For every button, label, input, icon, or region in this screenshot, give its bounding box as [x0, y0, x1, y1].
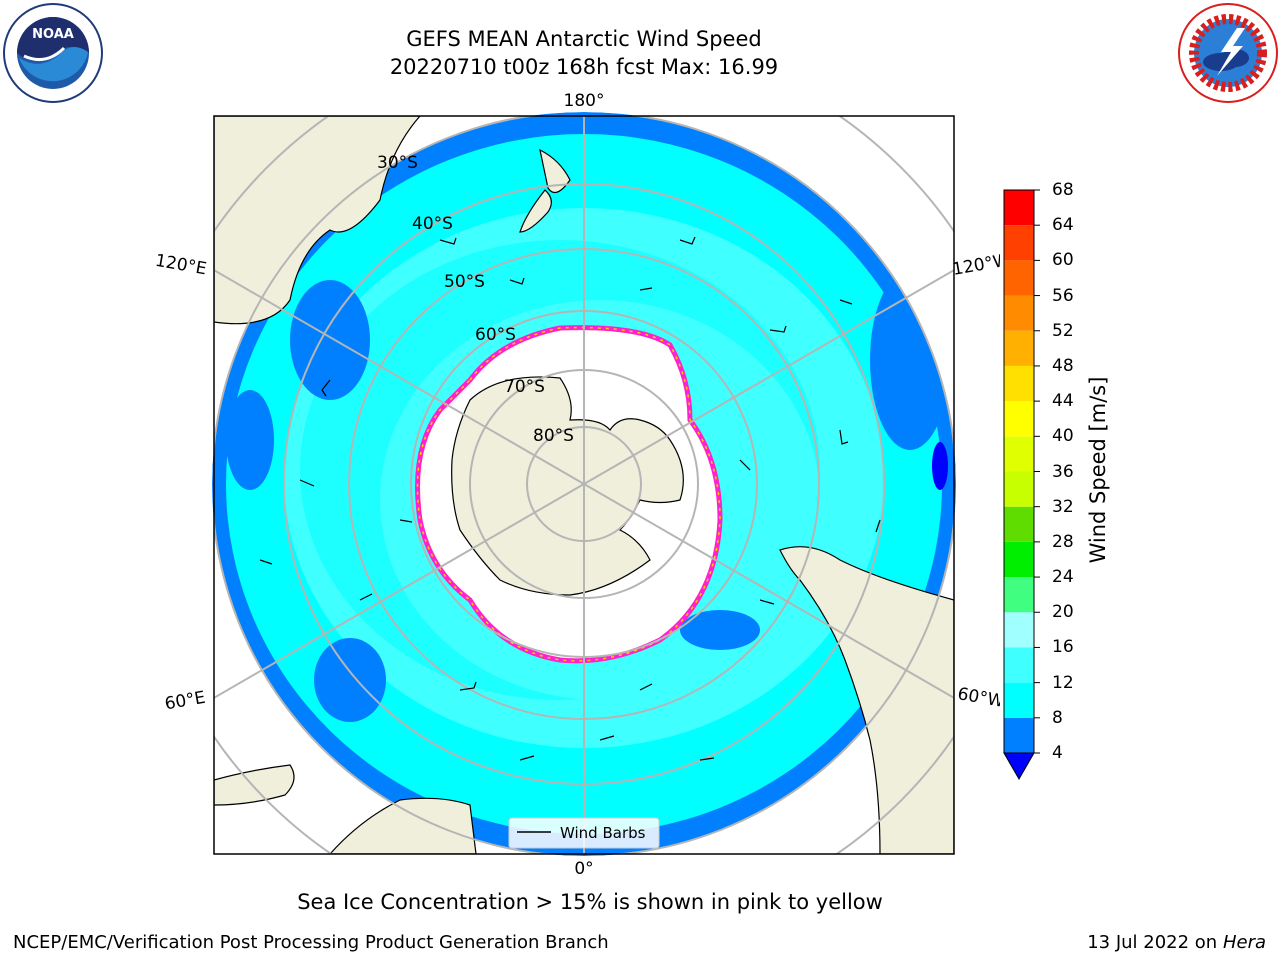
sea-ice-note: Sea Ice Concentration > 15% is shown in … [297, 890, 883, 914]
colorbar-tick-16: 68 [1052, 180, 1074, 200]
label-30s: 30°S [377, 153, 418, 173]
polar-map: 30°S 40°S 50°S 60°S 70°S 80°S 180° 0° 12… [154, 91, 1000, 879]
colorbar-tick-14: 60 [1052, 250, 1074, 271]
nws-logo [1177, 2, 1279, 104]
colorbar-bin-4 [1004, 577, 1034, 613]
chart-title-line1: GEFS MEAN Antarctic Wind Speed [406, 27, 762, 51]
wind-barbs [259, 236, 881, 761]
colorbar-tick-11: 48 [1052, 355, 1074, 376]
colorbar-bin-2 [1004, 647, 1034, 683]
label-120e: 120°E [154, 251, 208, 280]
colorbar-bin-10 [1004, 365, 1034, 402]
colorbar-tick-13: 56 [1052, 285, 1074, 306]
colorbar-tick-12: 52 [1052, 320, 1074, 341]
colorbar-label: Wind Speed [m/s] [1086, 376, 1110, 564]
label-80s: 80°S [533, 426, 574, 446]
chart-title-line2: 20220710 t00z 168h fcst Max: 16.99 [389, 55, 779, 79]
colorbar-tick-15: 64 [1052, 215, 1074, 236]
svg-text:NOAA: NOAA [32, 27, 74, 42]
colorbar-bin-3 [1004, 612, 1034, 648]
colorbar-bin-5 [1004, 541, 1034, 578]
footer-date: 13 Jul 2022 on Hera [1087, 932, 1266, 953]
colorbar-bin-14 [1004, 225, 1034, 261]
footer-credit: NCEP/EMC/Verification Post Processing Pr… [13, 932, 609, 953]
colorbar-bin-1 [1004, 682, 1034, 718]
colorbar-tick-7: 32 [1052, 496, 1074, 517]
colorbar-tick-10: 44 [1052, 391, 1074, 412]
colorbar-tick-0: 4 [1052, 743, 1063, 763]
colorbar-tick-4: 20 [1052, 602, 1074, 623]
map-frame [213, 115, 955, 855]
label-70s: 70°S [504, 377, 545, 397]
colorbar-tick-5: 24 [1052, 567, 1074, 588]
label-180: 180° [564, 91, 605, 111]
footer-machine: Hera [1222, 932, 1266, 953]
label-50s: 50°S [444, 272, 485, 292]
colorbar-bin-12 [1004, 295, 1034, 331]
colorbar-tick-3: 16 [1052, 637, 1074, 658]
colorbar-bin-6 [1004, 506, 1034, 542]
antarctica-land [451, 376, 684, 596]
colorbar-tick-6: 28 [1052, 531, 1074, 552]
colorbar-bin-9 [1004, 401, 1034, 437]
legend: Wind Barbs [508, 817, 660, 849]
colorbar-under-arrow [1003, 752, 1035, 781]
colorbar-bin-13 [1004, 260, 1034, 296]
colorbar-tick-8: 36 [1052, 461, 1074, 482]
colorbar-bin-7 [1004, 471, 1034, 507]
label-40s: 40°S [412, 214, 453, 234]
label-0: 0° [574, 859, 593, 879]
colorbar-bin-11 [1004, 330, 1034, 366]
colorbar-bin-15 [1004, 190, 1034, 226]
colorbar-tick-2: 12 [1052, 672, 1074, 693]
colorbar-bin-0 [1004, 717, 1034, 753]
colorbar-tick-9: 40 [1052, 426, 1074, 447]
noaa-logo: NOAA [2, 2, 104, 104]
colorbar-tick-1: 8 [1052, 707, 1063, 728]
label-60e: 60°E [163, 688, 207, 715]
colorbar [990, 180, 1050, 790]
colorbar-bin-8 [1004, 436, 1034, 472]
label-60s: 60°S [475, 325, 516, 345]
footer-date-text: 13 Jul 2022 on [1087, 932, 1223, 953]
legend-label: Wind Barbs [560, 824, 646, 842]
